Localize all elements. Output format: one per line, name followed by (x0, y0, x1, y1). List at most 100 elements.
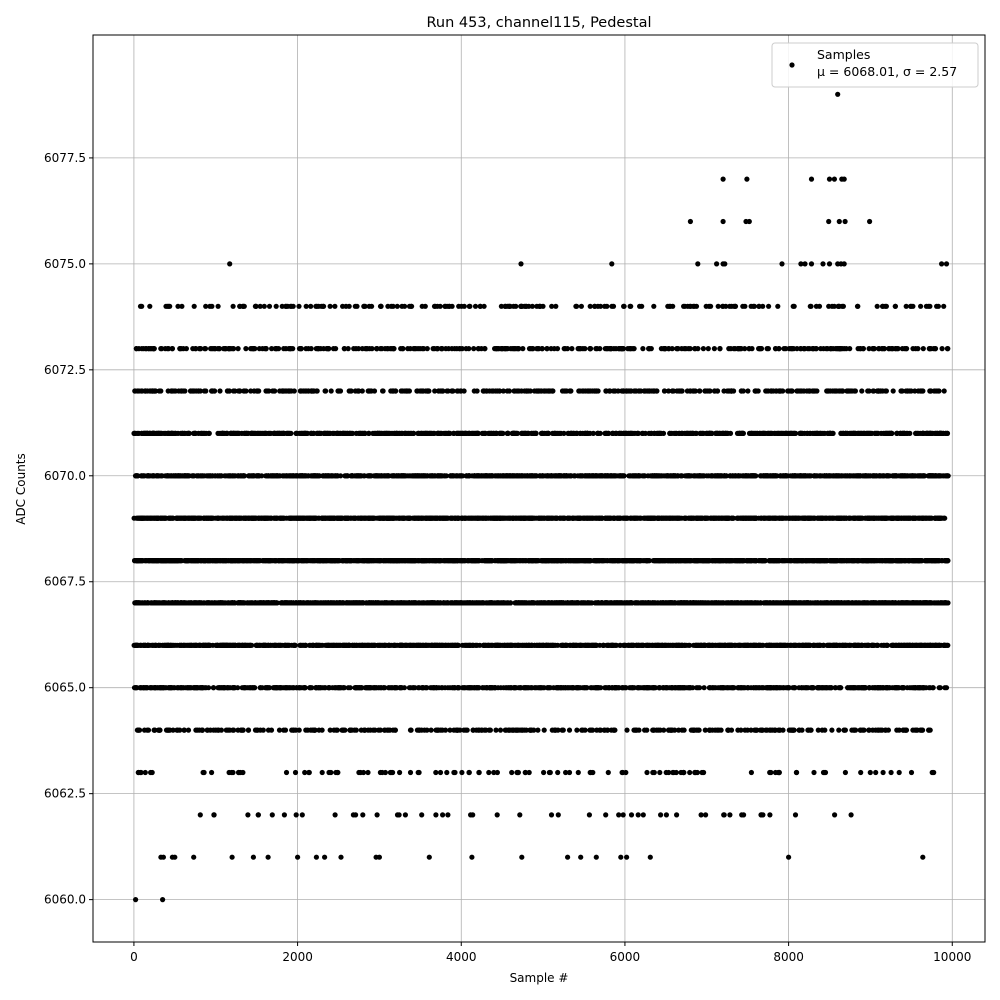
data-point (697, 685, 703, 691)
data-point (861, 685, 867, 691)
data-point (365, 642, 371, 648)
data-point (764, 727, 770, 733)
data-point (575, 769, 581, 776)
data-point (681, 727, 687, 733)
data-point (829, 727, 835, 733)
data-point (650, 769, 656, 776)
data-point (790, 727, 796, 733)
data-point (391, 600, 397, 606)
data-point (431, 685, 437, 691)
data-point (644, 727, 650, 733)
data-point (377, 727, 383, 733)
data-point (927, 642, 933, 648)
data-point (152, 642, 158, 648)
data-point (621, 600, 627, 606)
data-point (252, 600, 258, 606)
data-point (680, 642, 686, 648)
data-point (423, 600, 429, 606)
data-point (243, 685, 249, 691)
data-point (299, 812, 305, 818)
data-point (513, 727, 519, 733)
data-point (517, 812, 523, 818)
data-point (225, 685, 231, 691)
data-point (589, 685, 595, 691)
data-point (742, 727, 748, 733)
data-point (196, 727, 203, 733)
data-point (688, 685, 694, 691)
data-point (866, 727, 872, 733)
data-point (725, 685, 731, 691)
data-point (644, 769, 650, 776)
data-point (688, 600, 694, 606)
data-point (415, 769, 421, 776)
data-point (693, 600, 699, 606)
data-point (360, 642, 366, 648)
data-point (570, 642, 576, 648)
data-point (444, 769, 450, 776)
data-point (218, 727, 224, 733)
data-point (303, 642, 309, 648)
data-point (269, 600, 276, 606)
data-point (538, 685, 544, 691)
data-point (346, 642, 352, 648)
data-point (832, 812, 838, 818)
data-point (772, 727, 778, 733)
data-point (541, 727, 547, 733)
data-point (306, 769, 312, 776)
data-point (628, 642, 634, 648)
data-point (341, 642, 347, 648)
data-point (875, 727, 881, 733)
data-point (916, 642, 922, 648)
data-point (858, 642, 864, 648)
data-point (156, 727, 162, 733)
data-point (293, 600, 299, 606)
data-point (774, 600, 780, 606)
data-point (900, 727, 907, 733)
data-point (848, 642, 854, 648)
data-point (898, 642, 904, 648)
data-point (326, 685, 332, 691)
data-point (783, 685, 789, 691)
data-point (544, 600, 551, 606)
data-point (936, 685, 942, 691)
data-point (768, 769, 774, 776)
data-point (515, 769, 521, 776)
data-point (624, 727, 630, 733)
data-point (613, 685, 619, 691)
data-point (292, 642, 298, 648)
data-point (487, 600, 493, 606)
data-point (633, 600, 640, 606)
data-point (522, 769, 529, 776)
data-point (366, 685, 372, 691)
data-point (862, 600, 868, 606)
data-point (476, 769, 482, 776)
data-point (283, 769, 290, 776)
data-point (486, 642, 492, 648)
data-point (712, 727, 718, 733)
data-point (524, 600, 530, 606)
data-point (281, 812, 287, 818)
data-point (235, 685, 241, 691)
data-point (197, 812, 203, 818)
data-point (640, 812, 646, 818)
data-point (562, 685, 568, 691)
data-point (669, 685, 676, 691)
data-point (541, 769, 547, 776)
data-point (870, 600, 876, 606)
data-point (619, 769, 625, 776)
data-point (837, 642, 843, 648)
data-point (150, 685, 156, 691)
data-point (303, 727, 309, 733)
data-point (605, 642, 611, 648)
data-point (772, 769, 779, 776)
data-point (452, 642, 458, 648)
data-point (864, 642, 870, 648)
data-point (682, 600, 688, 606)
data-point (738, 600, 744, 606)
data-point (635, 812, 641, 818)
data-point (472, 685, 478, 691)
data-point (174, 727, 180, 733)
data-point (452, 685, 458, 691)
data-point (392, 727, 398, 733)
